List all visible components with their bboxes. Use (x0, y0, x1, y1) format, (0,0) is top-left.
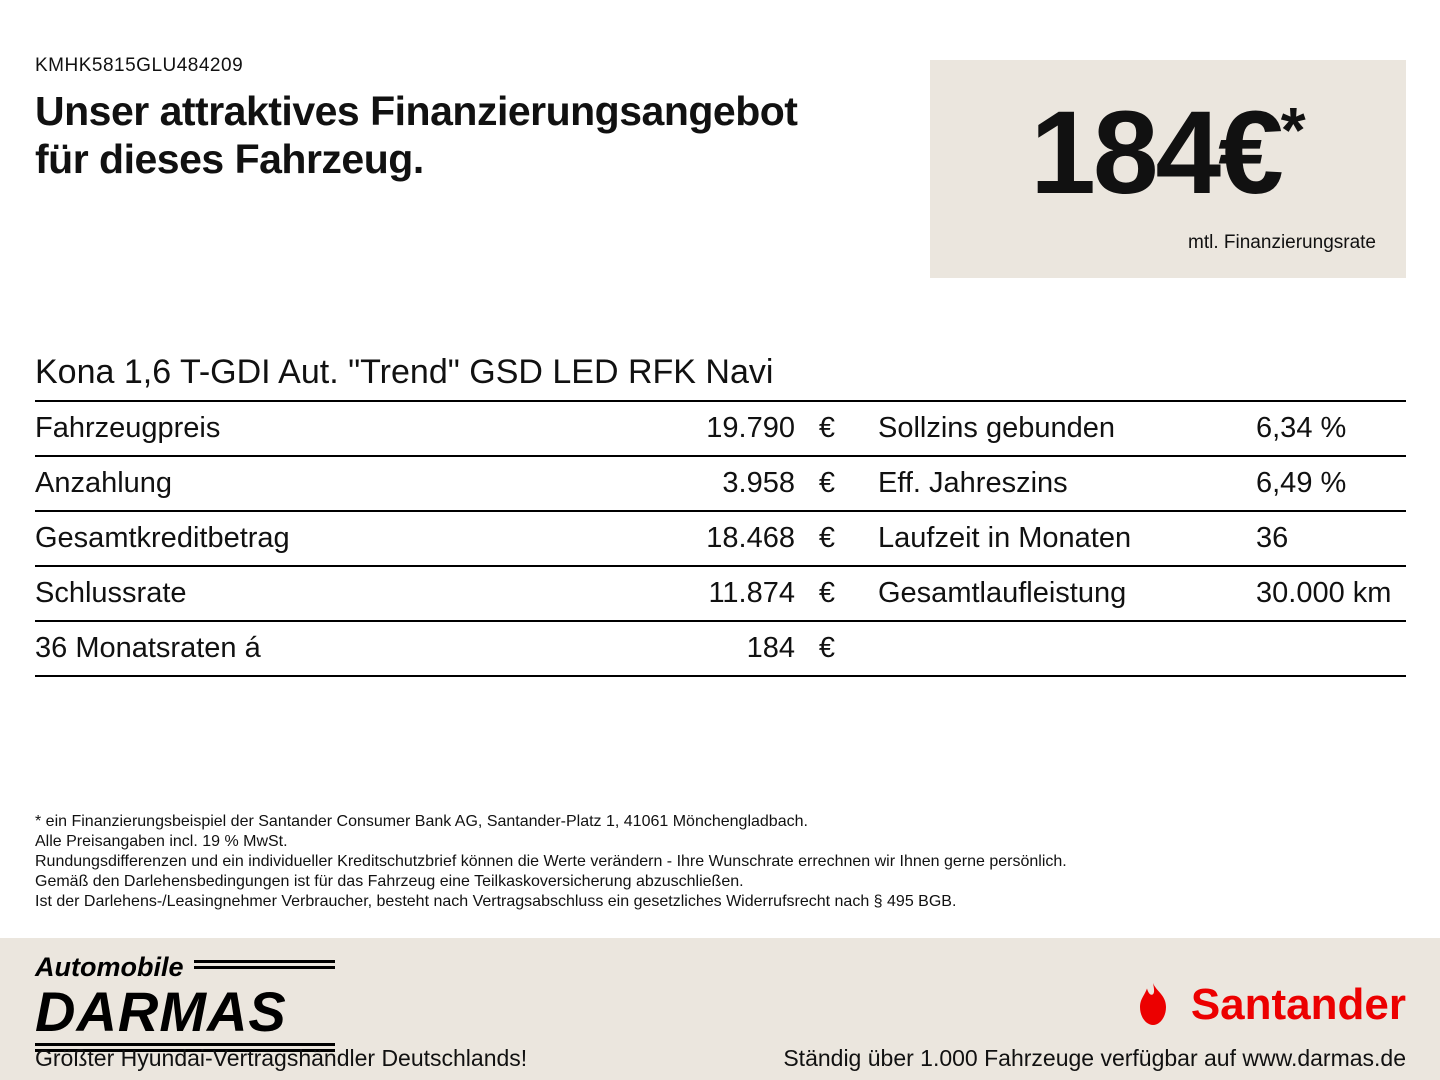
finance-cell-right: Laufzeit in Monaten 36 (878, 522, 1406, 555)
finance-label: Gesamtkreditbetrag (35, 522, 290, 554)
finance-cell-right: Gesamtlaufleistung 30.000 km (878, 577, 1406, 610)
darmas-logo: Automobile DARMAS (35, 952, 335, 1053)
finance-table: Fahrzeugpreis 19.790 € Sollzins gebunden… (35, 402, 1406, 677)
finance-value: 6,49 % (1256, 467, 1347, 499)
euro-sign: € (818, 412, 835, 444)
fine-print-line: Ist der Darlehens-/Leasingnehmer Verbrau… (35, 893, 957, 910)
fine-print-line: * ein Finanzierungsbeispiel der Santande… (35, 813, 808, 830)
monthly-rate-caption: mtl. Finanzierungsrate (1188, 232, 1376, 253)
finance-cell-left: 36 Monatsraten á 184 € (35, 632, 835, 665)
finance-value: 19.790 (706, 412, 795, 444)
euro-sign: € (818, 632, 835, 664)
vin-text: KMHK5815GLU484209 (35, 55, 244, 76)
finance-value: 18.468 (706, 522, 795, 554)
dealer-tagline: Größter Hyundai-Vertragshändler Deutschl… (35, 1045, 528, 1071)
page-heading-line2: für dieses Fahrzeug. (35, 135, 424, 182)
darmas-logo-automobile: Automobile (35, 952, 184, 982)
finance-label: 36 Monatsraten á (35, 632, 261, 664)
finance-row: Schlussrate 11.874 € Gesamtlaufleistung … (35, 567, 1406, 622)
fine-print-line: Gemäß den Darlehensbedingungen ist für d… (35, 873, 744, 890)
finance-label: Gesamtlaufleistung (878, 577, 1127, 609)
fine-print: * ein Finanzierungsbeispiel der Santande… (35, 812, 1067, 912)
finance-label: Schlussrate (35, 577, 187, 609)
finance-value: 11.874 (708, 577, 795, 609)
vehicle-title: Kona 1,6 T-GDI Aut. "Trend" GSD LED RFK … (35, 350, 1406, 402)
darmas-logo-top: Automobile (35, 952, 335, 983)
darmas-logo-name: DARMAS (35, 980, 287, 1043)
finance-row: Fahrzeugpreis 19.790 € Sollzins gebunden… (35, 402, 1406, 457)
finance-label: Sollzins gebunden (878, 412, 1116, 444)
finance-row: Anzahlung 3.958 € Eff. Jahreszins 6,49 % (35, 457, 1406, 512)
page-heading-line1: Unser attraktives Finanzierungsangebot (35, 88, 798, 134)
finance-label: Anzahlung (35, 467, 173, 499)
finance-cell-left: Gesamtkreditbetrag 18.468 € (35, 522, 835, 555)
finance-label: Fahrzeugpreis (35, 412, 221, 444)
fine-print-line: Alle Preisangaben incl. 19 % MwSt. (35, 833, 288, 850)
vehicle-title-text: Kona 1,6 T-GDI Aut. "Trend" GSD LED RFK … (35, 353, 774, 391)
finance-row: 36 Monatsraten á 184 € (35, 622, 1406, 677)
monthly-rate-value: 184€ (1030, 87, 1284, 219)
finance-cell-left: Schlussrate 11.874 € (35, 577, 835, 610)
finance-label: Eff. Jahreszins (878, 467, 1068, 499)
monthly-rate-box: 184€* mtl. Finanzierungsrate (930, 60, 1406, 278)
euro-sign: € (818, 522, 835, 554)
santander-logo: Santander (1129, 982, 1406, 1028)
finance-value: 184 (746, 632, 795, 664)
finance-value: 36 (1256, 522, 1289, 554)
page-heading: Unser attraktives Finanzierungsangebot f… (35, 88, 798, 184)
fine-print-line: Rundungsdifferenzen und ein individuelle… (35, 853, 1067, 870)
finance-cell-right: Sollzins gebunden 6,34 % (878, 412, 1406, 445)
darmas-logo-underline (35, 1043, 335, 1053)
santander-wordmark: Santander (1190, 980, 1406, 1029)
darmas-logo-rules (193, 960, 335, 969)
santander-flame-icon (1129, 982, 1177, 1028)
availability-tagline: Ständig über 1.000 Fahrzeuge verfügbar a… (783, 1045, 1406, 1071)
finance-cell-left: Fahrzeugpreis 19.790 € (35, 412, 835, 445)
finance-label: Laufzeit in Monaten (878, 522, 1132, 554)
price-asterisk: * (1280, 94, 1306, 166)
euro-sign: € (818, 577, 835, 609)
finance-value: 3.958 (722, 467, 795, 499)
monthly-rate-amount: 184€* (930, 94, 1406, 212)
finance-row: Gesamtkreditbetrag 18.468 € Laufzeit in … (35, 512, 1406, 567)
finance-cell-left: Anzahlung 3.958 € (35, 467, 835, 500)
finance-cell-right: Eff. Jahreszins 6,49 % (878, 467, 1406, 500)
euro-sign: € (818, 467, 835, 499)
footer: Automobile DARMAS Santander Größter Hyun… (0, 938, 1440, 1080)
finance-value: 6,34 % (1256, 412, 1347, 444)
finance-value: 30.000 km (1256, 577, 1392, 609)
